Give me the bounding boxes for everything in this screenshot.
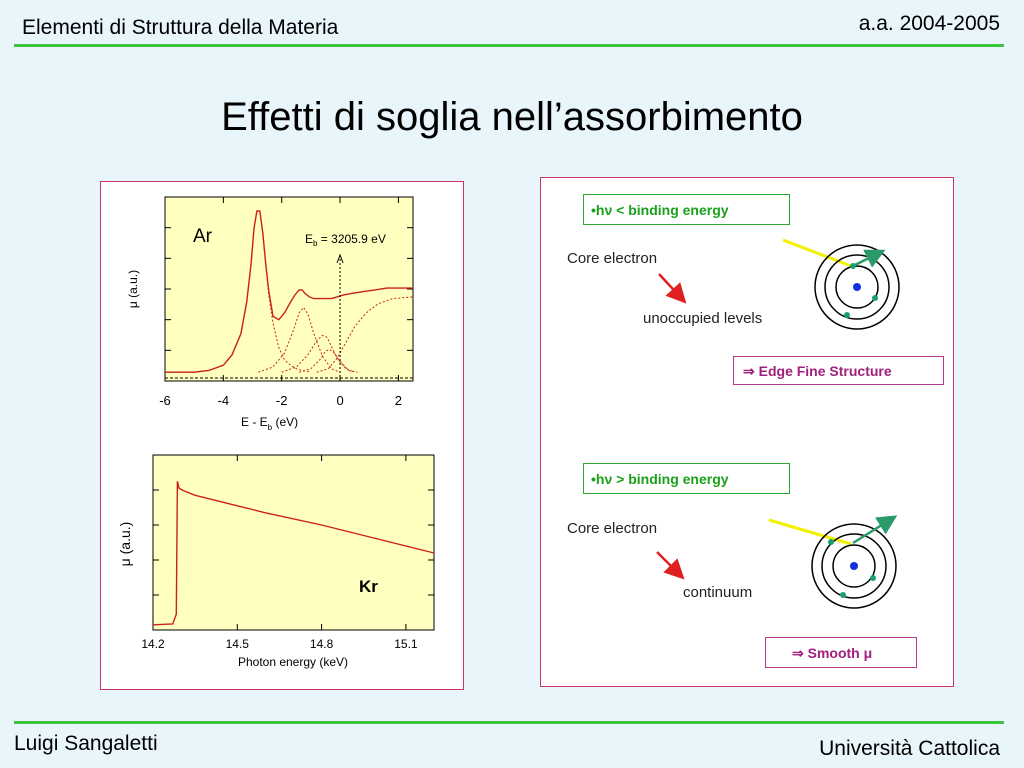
ar-curves <box>165 210 414 373</box>
ar-chart: Ar Eb = 3205.9 eV -6 -4 -2 0 2 E - Eb (eV) μ… <box>126 196 414 432</box>
kr-xlabel: Photon energy (keV) <box>238 655 348 669</box>
ar-label: Ar <box>193 226 213 247</box>
core-electron-label: Core electron <box>567 250 658 267</box>
condition-text: > binding energy <box>612 471 729 487</box>
slide-title: Effetti di soglia nell’assorbimento <box>221 95 803 139</box>
smooth-mu-text: Smooth μ <box>803 645 873 661</box>
kr-curves <box>152 481 435 626</box>
electron <box>828 539 834 545</box>
x-tick-label: 0 <box>336 393 343 408</box>
plots-svg: Ar Eb = 3205.9 eV -6 -4 -2 0 2 E - Eb (eV) μ… <box>117 196 435 669</box>
inner-orbit <box>832 544 876 588</box>
x-tick-label: -2 <box>276 393 288 408</box>
edge-energy-annotation: Eb = 3205.9 eV <box>305 232 386 248</box>
x-tick-label: -6 <box>159 393 171 408</box>
transition-arrow-icon <box>656 551 685 580</box>
below-threshold-box: •hν < binding energy <box>583 194 790 225</box>
x-tick-label: 2 <box>395 393 402 408</box>
electron <box>850 263 856 269</box>
above-threshold-box: •hν > binding energy <box>583 463 790 494</box>
x-tick-label: 15.1 <box>394 637 418 651</box>
ar-xlabel: E - Eb (eV) <box>241 415 298 432</box>
implies-arrow: ⇒ <box>743 363 755 379</box>
transition-arrow-icon <box>658 273 687 304</box>
nucleus <box>853 283 861 291</box>
ar-ylabel: μ (a.u.) <box>126 270 140 308</box>
edge-fine-structure-text: Edge Fine Structure <box>754 363 892 379</box>
footer-rule <box>14 721 1004 724</box>
diagram-svg <box>656 238 900 609</box>
x-tick-label: -4 <box>218 393 230 408</box>
h-nu-symbol: hν <box>595 471 613 487</box>
unoccupied-levels-label: unoccupied levels <box>643 310 763 327</box>
header-rule <box>14 44 1004 47</box>
middle-orbit <box>824 254 890 320</box>
inner-orbit <box>835 265 879 309</box>
ionization-arrow <box>852 515 898 545</box>
photon-beam <box>782 238 852 268</box>
condition-text: < binding energy <box>612 202 729 218</box>
x-tick-label: 14.2 <box>141 637 165 651</box>
h-nu-symbol: hν <box>595 202 613 218</box>
author-name: Luigi Sangaletti <box>14 732 158 755</box>
course-title: Elementi di Struttura della Materia <box>22 16 339 39</box>
middle-orbit <box>821 533 887 599</box>
excitation-arrow <box>854 249 886 268</box>
atom-icon-top <box>782 238 900 330</box>
academic-year: a.a. 2004-2005 <box>858 12 1000 35</box>
kr-plot-area <box>152 454 435 631</box>
kr-ylabel: μ (a.u.) <box>117 522 133 567</box>
spectrum-curve-0 <box>152 481 435 626</box>
electron <box>844 312 850 318</box>
university-name: Università Cattolica <box>819 737 1000 760</box>
implies-arrow: ⇒ <box>792 645 804 661</box>
bullet: • <box>591 471 596 487</box>
kr-label: Kr <box>359 577 378 596</box>
bullet: • <box>591 202 596 218</box>
continuum-label: continuum <box>683 584 753 601</box>
kr-xtick-labels: 14.2 14.5 14.8 15.1 <box>141 637 418 651</box>
x-tick-label: 14.5 <box>226 637 250 651</box>
electron <box>872 295 878 301</box>
ar-plot-area <box>164 196 414 382</box>
x-tick-label: 14.8 <box>310 637 334 651</box>
outer-orbit <box>811 523 897 609</box>
edge-marker-arrowhead <box>336 253 344 264</box>
nucleus <box>850 562 858 570</box>
fit-component-curve-4 <box>299 348 358 373</box>
atom-icon-bottom <box>768 515 898 609</box>
ar-xtick-labels: -6 -4 -2 0 2 <box>159 393 402 408</box>
photon-beam <box>768 518 852 546</box>
outer-orbit <box>814 244 900 330</box>
electron <box>870 575 876 581</box>
fit-component-curve-5 <box>316 296 414 373</box>
plots-panel: Ar Eb = 3205.9 eV -6 -4 -2 0 2 E - Eb (eV) μ… <box>100 181 464 690</box>
kr-chart: Kr 14.2 14.5 14.8 15.1 Photon energy (keV) … <box>117 454 435 669</box>
diagram-panel: •hν < binding energy Core electron unocc… <box>540 177 954 687</box>
fit-component-curve-2 <box>258 306 341 373</box>
electron <box>840 592 846 598</box>
kr-ticks <box>152 455 434 630</box>
smooth-mu-box: ⇒ Smooth μ <box>765 637 917 668</box>
ar-ticks <box>164 197 413 381</box>
edge-fine-structure-box: ⇒ Edge Fine Structure <box>733 356 944 385</box>
core-electron-label: Core electron <box>567 520 658 537</box>
spectrum-curve-0 <box>165 210 413 373</box>
